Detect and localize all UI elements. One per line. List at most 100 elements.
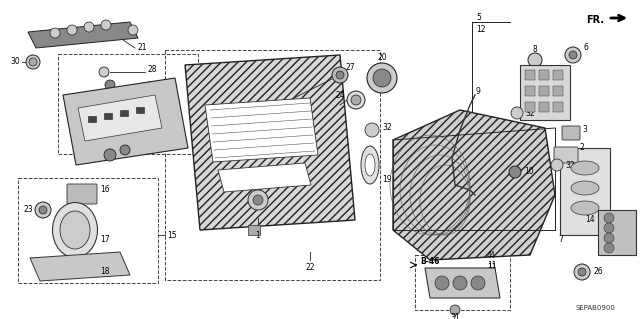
Bar: [58, 54, 198, 154]
Circle shape: [35, 202, 51, 218]
Bar: [553, 86, 563, 96]
Text: 21: 21: [137, 43, 147, 53]
Text: FR.: FR.: [586, 15, 604, 25]
Bar: [525, 102, 535, 112]
Bar: [165, 50, 380, 280]
Circle shape: [347, 91, 365, 109]
Text: 3: 3: [582, 125, 587, 135]
Text: SEPAB0900: SEPAB0900: [575, 305, 615, 311]
Text: 1: 1: [255, 231, 260, 240]
Circle shape: [367, 63, 397, 93]
Text: 32: 32: [525, 108, 534, 117]
Polygon shape: [218, 163, 311, 192]
Circle shape: [29, 58, 37, 66]
Bar: [136, 107, 144, 113]
Polygon shape: [78, 95, 162, 141]
Circle shape: [351, 95, 361, 105]
Ellipse shape: [365, 154, 375, 176]
Circle shape: [120, 145, 130, 155]
Circle shape: [471, 276, 485, 290]
Circle shape: [128, 25, 138, 35]
Polygon shape: [425, 268, 500, 298]
Circle shape: [67, 25, 77, 35]
Bar: [539, 102, 549, 112]
Text: 5: 5: [476, 13, 481, 23]
Text: 9: 9: [476, 87, 481, 97]
Text: 18: 18: [100, 268, 109, 277]
Ellipse shape: [571, 201, 599, 215]
Circle shape: [574, 264, 590, 280]
Text: 31: 31: [450, 314, 460, 319]
Circle shape: [604, 213, 614, 223]
Bar: [525, 70, 535, 80]
Polygon shape: [30, 252, 130, 281]
Polygon shape: [63, 78, 188, 165]
FancyBboxPatch shape: [554, 147, 578, 163]
Bar: [120, 110, 128, 116]
Text: 11: 11: [487, 261, 497, 270]
Text: 23: 23: [24, 205, 34, 214]
Circle shape: [105, 80, 115, 90]
Bar: [539, 86, 549, 96]
Circle shape: [99, 67, 109, 77]
Bar: [104, 113, 112, 119]
Text: 19: 19: [382, 175, 392, 184]
Circle shape: [511, 107, 523, 119]
Circle shape: [604, 223, 614, 233]
Circle shape: [84, 22, 94, 32]
Polygon shape: [185, 55, 355, 230]
Circle shape: [435, 276, 449, 290]
Bar: [88, 116, 96, 122]
Text: 12: 12: [476, 26, 486, 34]
Bar: [415, 255, 510, 310]
Circle shape: [453, 276, 467, 290]
Text: 6: 6: [583, 43, 588, 53]
Polygon shape: [28, 22, 138, 48]
Text: 30: 30: [10, 57, 20, 66]
Circle shape: [39, 206, 47, 214]
Circle shape: [332, 67, 348, 83]
Text: 2: 2: [580, 144, 585, 152]
Text: 17: 17: [100, 235, 109, 244]
Ellipse shape: [571, 161, 599, 175]
Circle shape: [604, 243, 614, 253]
Bar: [553, 70, 563, 80]
Bar: [553, 102, 563, 112]
Text: 20: 20: [377, 54, 387, 63]
Text: 32: 32: [565, 160, 575, 169]
Circle shape: [101, 20, 111, 30]
Bar: [248, 225, 260, 235]
Bar: [525, 86, 535, 96]
Text: 8: 8: [532, 46, 538, 55]
Text: 22: 22: [305, 263, 315, 272]
Circle shape: [569, 51, 577, 59]
Polygon shape: [598, 210, 636, 255]
Circle shape: [604, 233, 614, 243]
Text: 4: 4: [490, 250, 495, 259]
Text: 15: 15: [167, 231, 177, 240]
Text: 11: 11: [487, 263, 497, 271]
Text: 32: 32: [382, 123, 392, 132]
Circle shape: [509, 166, 521, 178]
Circle shape: [336, 71, 344, 79]
Polygon shape: [393, 110, 555, 260]
Circle shape: [50, 28, 60, 38]
Polygon shape: [520, 65, 570, 120]
Text: 7: 7: [558, 235, 563, 244]
Text: 4: 4: [487, 251, 492, 261]
Circle shape: [551, 159, 563, 171]
Ellipse shape: [361, 146, 379, 184]
Bar: [539, 70, 549, 80]
Text: 27: 27: [345, 63, 355, 72]
Circle shape: [578, 268, 586, 276]
Circle shape: [450, 305, 460, 315]
Circle shape: [373, 69, 391, 87]
Text: 13: 13: [586, 204, 595, 212]
FancyBboxPatch shape: [562, 126, 580, 140]
Circle shape: [253, 195, 263, 205]
Polygon shape: [560, 148, 610, 235]
Circle shape: [104, 149, 116, 161]
Text: 29: 29: [147, 80, 157, 90]
Ellipse shape: [571, 181, 599, 195]
Text: 25: 25: [212, 117, 221, 127]
